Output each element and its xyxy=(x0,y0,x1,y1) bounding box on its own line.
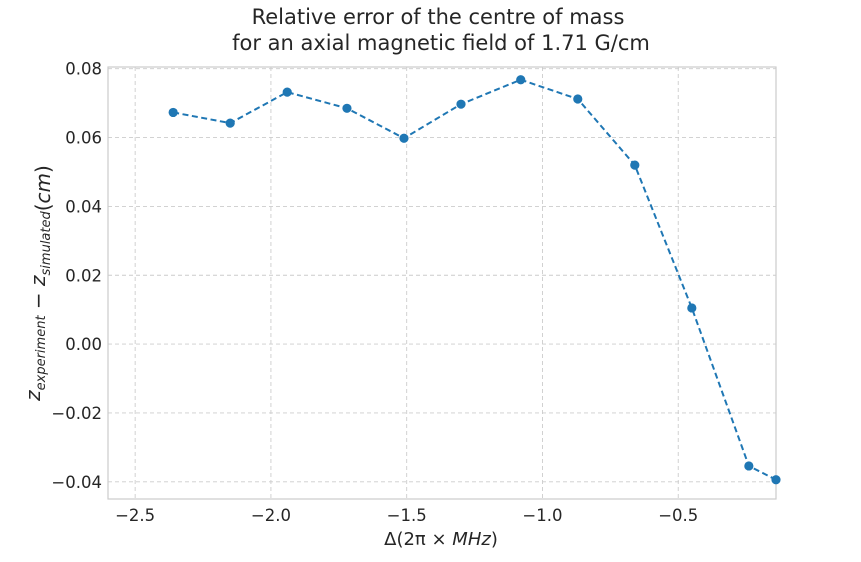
data-point xyxy=(225,118,235,128)
y-tick-label: 0.02 xyxy=(65,266,102,285)
y-tick-labels: 0.08 0.06 0.04 0.02 0.00 −0.02 −0.04 xyxy=(51,60,102,492)
y-tick-label: 0.00 xyxy=(65,335,102,354)
grid-layer xyxy=(108,67,776,499)
y-axis-label: zexperiment − zsimulated(cm) xyxy=(21,165,55,402)
data-point xyxy=(456,99,466,109)
x-tick-label: −1.5 xyxy=(387,506,427,525)
series-layer xyxy=(168,75,781,485)
data-point xyxy=(573,94,583,104)
chart-title-line-1: Relative error of the centre of mass xyxy=(252,5,625,29)
data-point xyxy=(168,107,178,118)
data-point xyxy=(399,133,409,143)
x-tick-label: −2.5 xyxy=(115,506,155,525)
data-point xyxy=(771,475,781,485)
plot-frame xyxy=(107,66,777,500)
data-point xyxy=(744,461,754,471)
y-tick-label: 0.06 xyxy=(65,129,102,148)
x-tick-label: −1.0 xyxy=(522,506,562,525)
data-point xyxy=(342,103,352,113)
data-point xyxy=(687,303,697,313)
data-point xyxy=(630,160,640,170)
y-tick-label: 0.04 xyxy=(65,197,102,216)
x-tick-label: −0.5 xyxy=(658,506,698,525)
x-axis-label: Δ(2π × MHz) xyxy=(384,529,498,550)
y-tick-label: −0.04 xyxy=(51,473,102,492)
series-line xyxy=(172,78,777,481)
y-tick-label: −0.02 xyxy=(51,404,102,423)
x-tick-labels: −2.5 −2.0 −1.5 −1.0 −0.5 xyxy=(115,506,698,525)
chart-title-line-2: for an axial magnetic field of 1.71 G/cm xyxy=(232,31,650,55)
x-tick-label: −2.0 xyxy=(251,506,291,525)
y-tick-label: 0.08 xyxy=(65,60,102,79)
data-point xyxy=(516,75,526,85)
data-point xyxy=(282,87,292,97)
